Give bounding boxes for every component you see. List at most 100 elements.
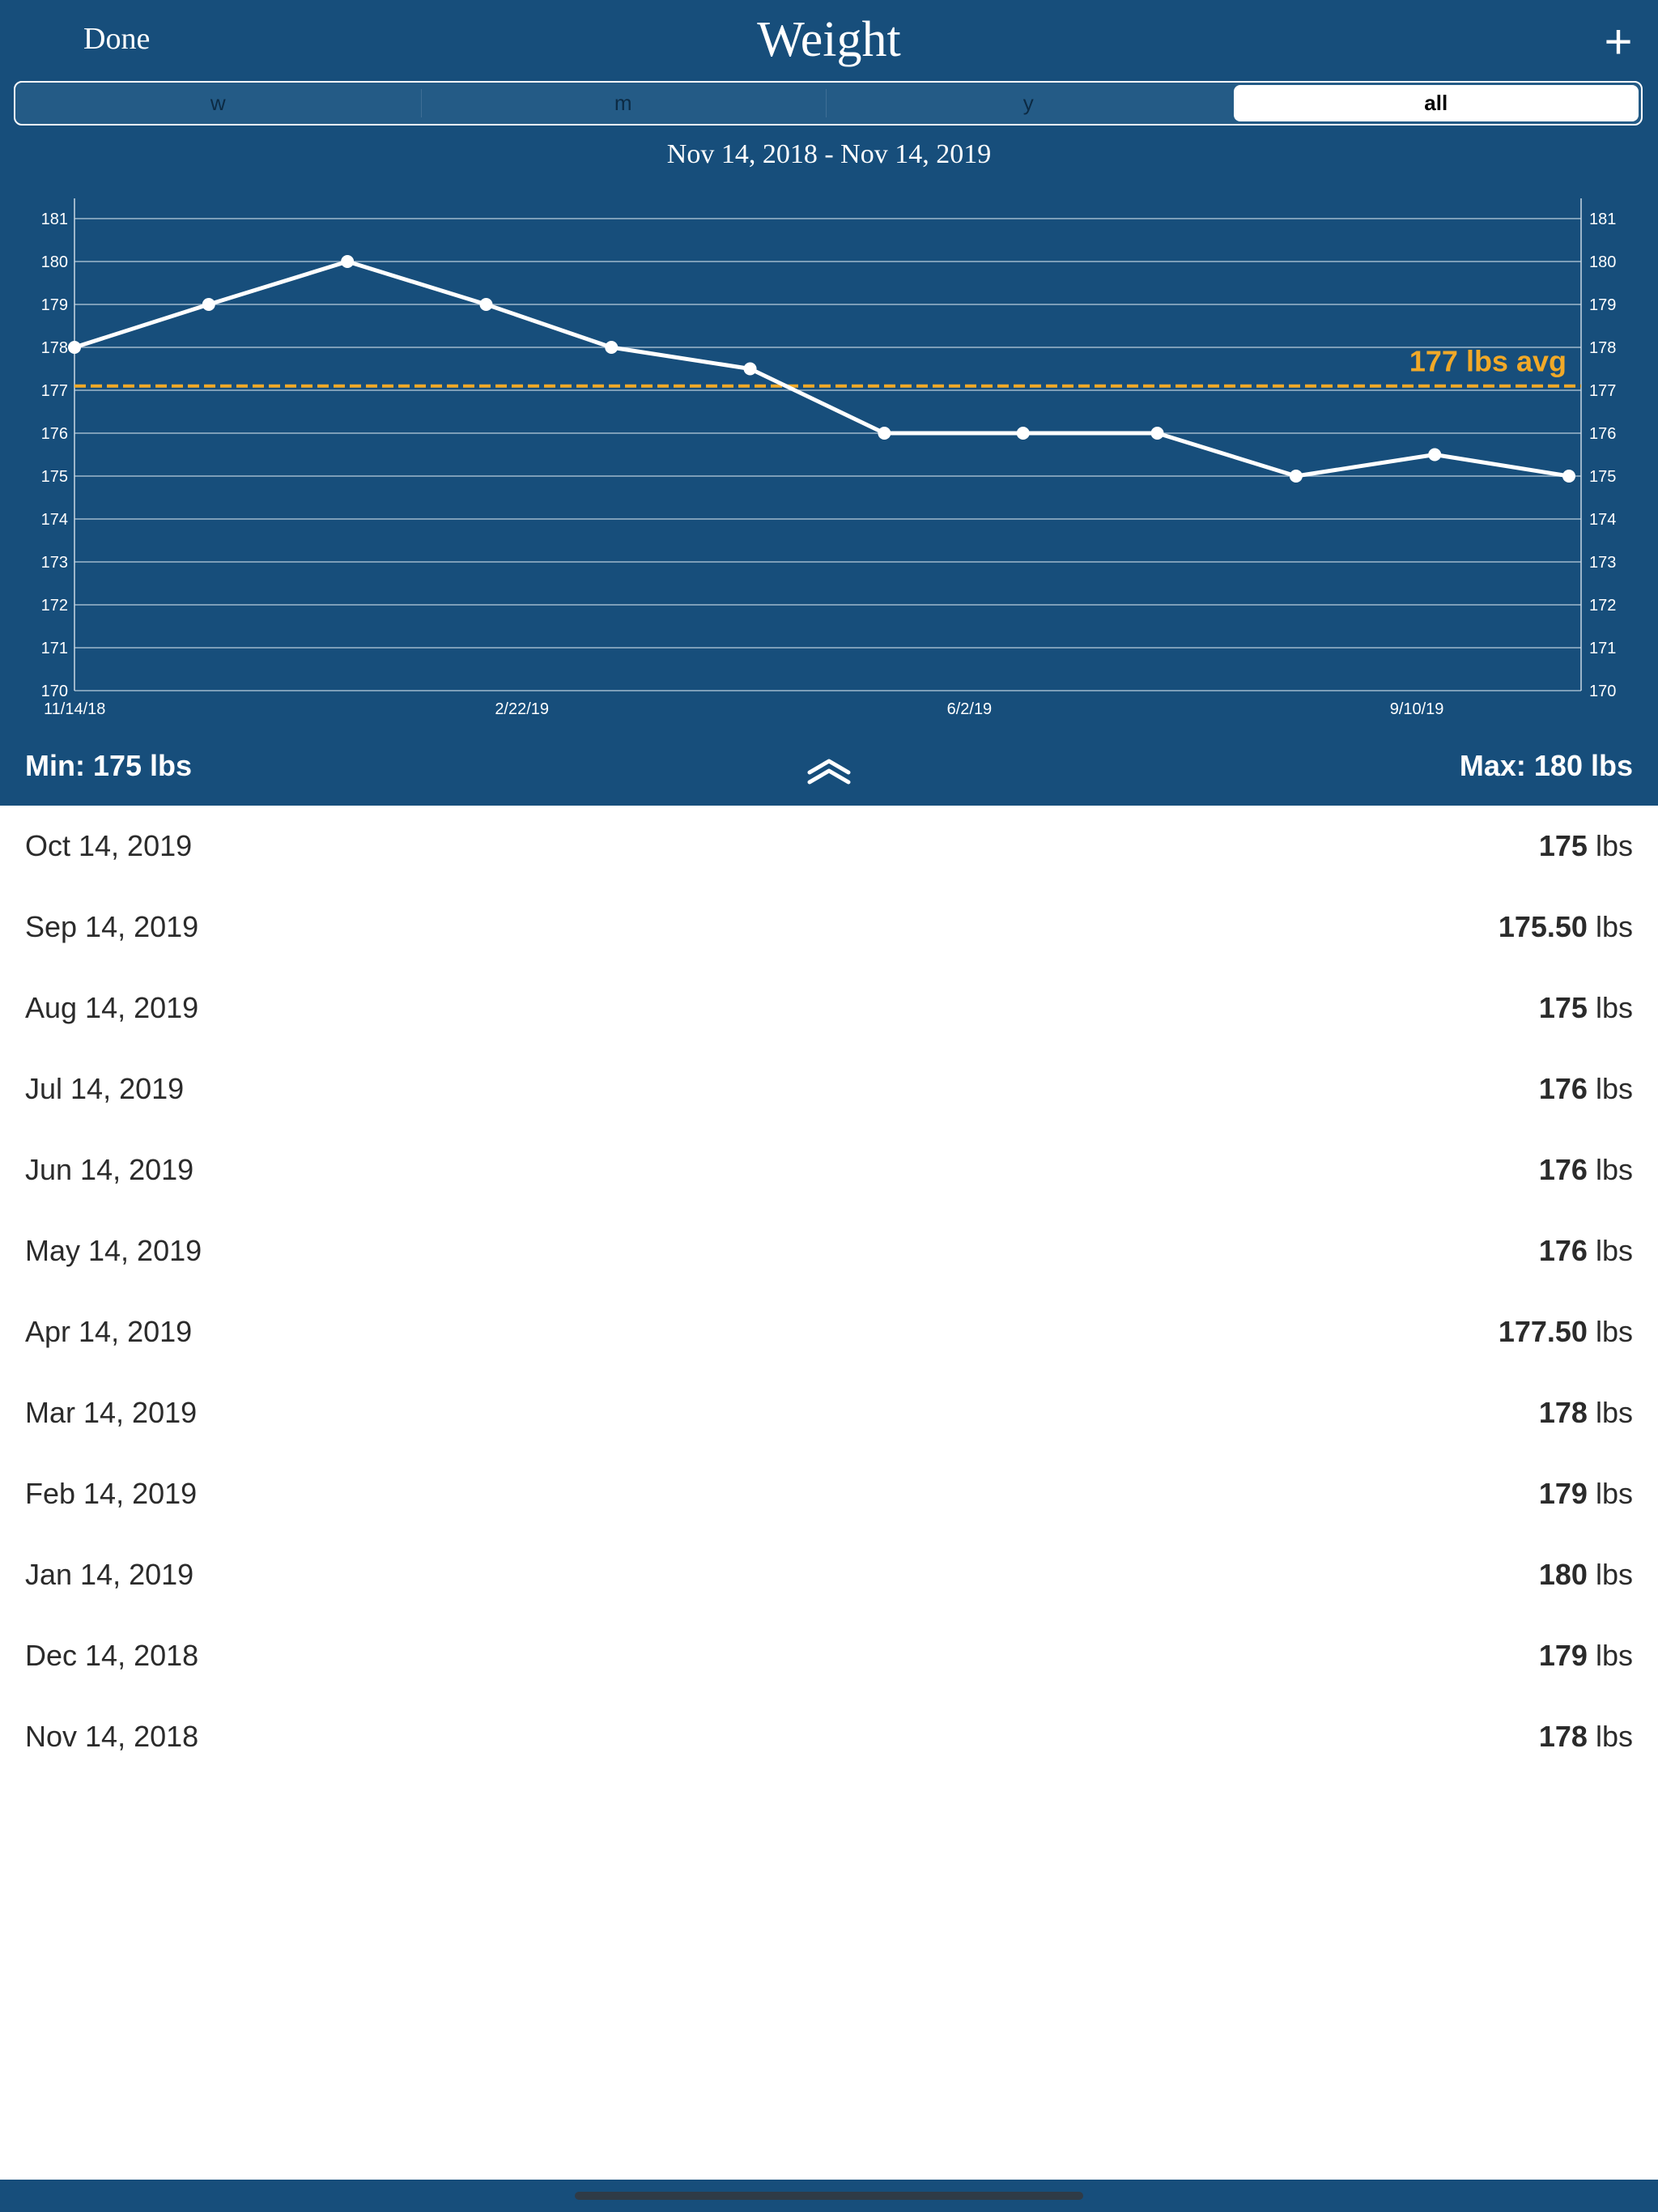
entry-date: Dec 14, 2018: [25, 1639, 199, 1672]
y-tick-label-left: 175: [41, 468, 68, 486]
data-point: [1016, 427, 1030, 440]
data-point: [743, 362, 757, 376]
x-tick-label: 9/10/19: [1390, 700, 1444, 718]
entry-weight: 175.50 lbs: [1499, 910, 1633, 944]
entry-weight-value: 176: [1538, 1234, 1588, 1267]
entry-weight-unit: lbs: [1595, 1153, 1633, 1186]
list-item[interactable]: Feb 14, 2019 179 lbs: [0, 1453, 1658, 1534]
y-tick-label-left: 177: [41, 382, 68, 400]
entry-weight: 175 lbs: [1539, 991, 1633, 1025]
entry-date: Jan 14, 2019: [25, 1558, 194, 1591]
data-point: [68, 341, 81, 354]
weight-series-line: [74, 259, 1570, 479]
entry-date: Feb 14, 2019: [25, 1477, 198, 1510]
entry-weight: 180 lbs: [1539, 1558, 1633, 1592]
entry-weight: 178 lbs: [1539, 1396, 1633, 1430]
y-tick-label-left: 170: [41, 683, 68, 700]
y-tick-label-left: 176: [41, 425, 68, 443]
list-item[interactable]: Oct 14, 2019 175 lbs: [0, 806, 1658, 887]
entry-weight-unit: lbs: [1595, 1558, 1633, 1591]
min-weight-label: Min: 175 lbs: [25, 749, 193, 782]
done-button[interactable]: Done: [83, 22, 151, 56]
entry-weight: 176 lbs: [1539, 1153, 1633, 1187]
y-tick-label-right: 173: [1589, 554, 1616, 572]
bottom-bar: [0, 2180, 1658, 2212]
entry-weight-value: 177.50: [1498, 1315, 1588, 1348]
y-tick-label-right: 174: [1589, 511, 1616, 529]
entry-weight: 175 lbs: [1539, 829, 1633, 863]
data-point: [1289, 470, 1303, 483]
add-entry-button[interactable]: +: [1604, 15, 1633, 69]
data-point: [878, 427, 891, 440]
entry-weight: 179 lbs: [1539, 1639, 1633, 1673]
x-tick-label: 2/22/19: [495, 700, 549, 718]
home-indicator[interactable]: [575, 2192, 1083, 2200]
y-tick-label-left: 172: [41, 597, 68, 615]
entry-weight-value: 175: [1538, 991, 1588, 1024]
y-tick-label-left: 178: [41, 339, 68, 357]
list-item[interactable]: May 14, 2019 176 lbs: [0, 1210, 1658, 1291]
list-item[interactable]: Aug 14, 2019 175 lbs: [0, 968, 1658, 1049]
y-tick-label-right: 181: [1589, 211, 1616, 228]
entry-date: May 14, 2019: [25, 1234, 202, 1267]
y-tick-label-left: 181: [41, 211, 68, 228]
entry-weight-unit: lbs: [1595, 1315, 1633, 1348]
data-point: [341, 255, 355, 268]
list-item[interactable]: Mar 14, 2019 178 lbs: [0, 1372, 1658, 1453]
data-point: [479, 298, 493, 311]
entry-weight-value: 175.50: [1498, 910, 1588, 943]
list-item[interactable]: Jul 14, 2019 176 lbs: [0, 1049, 1658, 1129]
entry-date: Oct 14, 2019: [25, 829, 193, 862]
entry-weight-value: 178: [1538, 1396, 1588, 1429]
list-item[interactable]: Nov 14, 2018 178 lbs: [0, 1696, 1658, 1777]
entry-date: Jul 14, 2019: [25, 1072, 185, 1105]
chart-header-panel: Done Weight + w m y all Nov 14, 2018 - Nov …: [0, 0, 1658, 806]
entry-weight-value: 176: [1538, 1072, 1588, 1105]
y-tick-label-right: 170: [1589, 683, 1616, 700]
entry-date: Mar 14, 2019: [25, 1396, 198, 1429]
data-point: [1150, 427, 1164, 440]
average-label: 177 lbs avg: [1409, 345, 1567, 378]
y-tick-label-left: 174: [41, 511, 68, 529]
entry-weight-value: 175: [1538, 829, 1588, 862]
entry-weight-unit: lbs: [1595, 1477, 1633, 1510]
x-tick-label: 11/14/18: [44, 700, 105, 718]
list-item[interactable]: Sep 14, 2019 175.50 lbs: [0, 887, 1658, 968]
y-tick-label-right: 171: [1589, 640, 1616, 657]
list-item[interactable]: Dec 14, 2018 179 lbs: [0, 1615, 1658, 1696]
entry-weight-unit: lbs: [1595, 910, 1633, 943]
collapse-chevron-icon[interactable]: [805, 755, 853, 787]
entry-weight: 176 lbs: [1539, 1234, 1633, 1268]
entry-date: Nov 14, 2018: [25, 1720, 199, 1753]
entry-weight: 177.50 lbs: [1499, 1315, 1633, 1349]
segment-w[interactable]: w: [210, 91, 226, 115]
data-point: [605, 341, 619, 354]
entry-weight-unit: lbs: [1595, 1720, 1633, 1753]
list-item[interactable]: Apr 14, 2019 177.50 lbs: [0, 1291, 1658, 1372]
entry-weight-unit: lbs: [1595, 1072, 1633, 1105]
y-tick-label-right: 172: [1589, 597, 1616, 615]
entry-weight-unit: lbs: [1595, 991, 1633, 1024]
period-segmented-control: w m y all: [14, 81, 1643, 125]
y-tick-label-right: 179: [1589, 296, 1616, 314]
weight-line-chart: 170 170 171 171 172 172 173 173 174 174 175 175 176 1…: [41, 198, 1616, 718]
max-weight-label: Max: 180 lbs: [1459, 749, 1633, 782]
list-item[interactable]: Jan 14, 2019 180 lbs: [0, 1534, 1658, 1615]
segment-y[interactable]: y: [826, 83, 1231, 124]
entry-weight-unit: lbs: [1595, 1639, 1633, 1672]
segment-m[interactable]: m: [420, 83, 827, 124]
list-item[interactable]: Jun 14, 2019 176 lbs: [0, 1129, 1658, 1210]
weight-entry-list: Oct 14, 2019 175 lbs Sep 14, 2019 175.50 lb…: [0, 806, 1658, 1777]
entry-weight-value: 179: [1538, 1477, 1588, 1510]
entry-date: Sep 14, 2019: [25, 910, 199, 943]
entry-date: Apr 14, 2019: [25, 1315, 193, 1348]
entry-weight-value: 179: [1538, 1639, 1588, 1672]
entry-date: Jun 14, 2019: [25, 1153, 194, 1186]
y-tick-label-left: 171: [41, 640, 68, 657]
segment-all[interactable]: all: [1233, 85, 1639, 121]
y-tick-label-right: 180: [1589, 253, 1616, 271]
date-range-label: Nov 14, 2018 - Nov 14, 2019: [666, 139, 992, 169]
entry-date: Aug 14, 2019: [25, 991, 199, 1024]
page-title: Weight: [757, 12, 901, 67]
entry-weight-value: 178: [1538, 1720, 1588, 1753]
